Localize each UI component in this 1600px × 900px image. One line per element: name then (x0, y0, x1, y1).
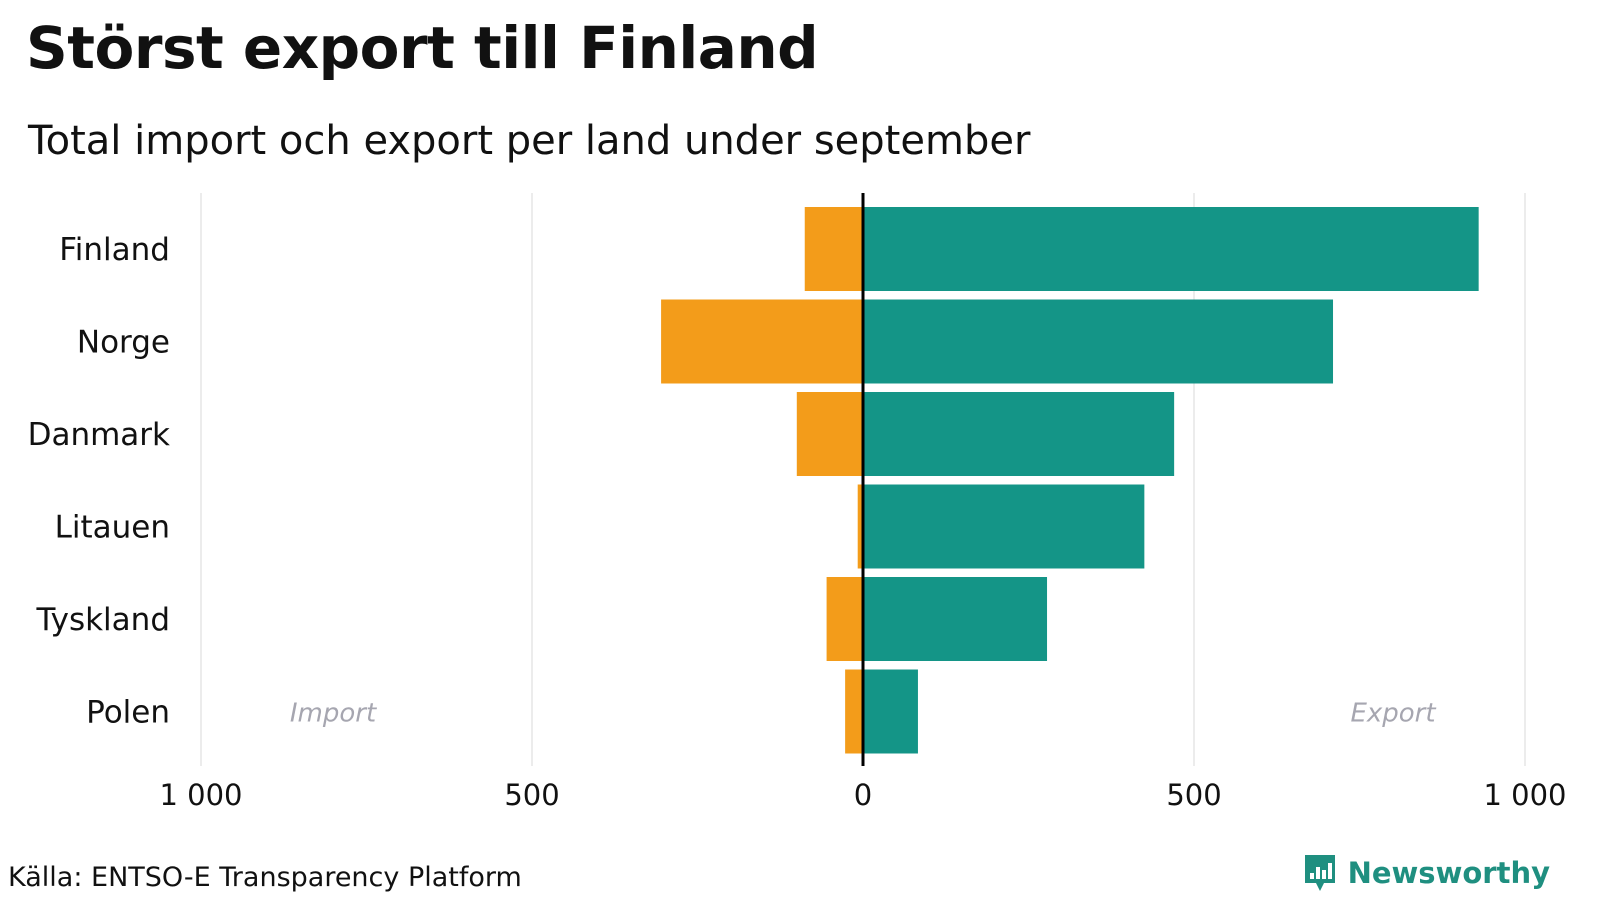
category-label: Litauen (55, 510, 170, 546)
import-bar (796, 392, 863, 476)
export-bar (863, 207, 1479, 291)
export-bar (863, 484, 1145, 569)
import-bar (857, 484, 863, 569)
import-annotation: Import (290, 699, 377, 729)
source-note: Källa: ENTSO-E Transparency Platform (8, 862, 522, 893)
x-tick-label: 500 (504, 778, 559, 812)
import-bar (804, 207, 863, 291)
import-bar (661, 299, 863, 384)
x-tick-label: 0 (854, 778, 872, 812)
export-bar (863, 577, 1048, 661)
category-label: Finland (59, 232, 170, 268)
export-annotation: Export (1350, 699, 1436, 729)
export-bar (863, 299, 1334, 384)
category-label: Norge (77, 325, 170, 361)
chart-subtitle: Total import och export per land under s… (28, 118, 1031, 164)
diverging-bar-chart: Finland Norge Danmark Litauen Tyskland Polen 1… (28, 193, 1567, 812)
chart-title: Störst export till Finland (26, 14, 819, 82)
import-bar (845, 669, 863, 754)
category-label: Tyskland (36, 602, 171, 638)
x-tick-label: 1 000 (1483, 778, 1566, 812)
x-tick-label: 1 000 (159, 778, 242, 812)
x-tick-label: 500 (1166, 778, 1221, 812)
category-label: Polen (86, 695, 170, 731)
category-label: Danmark (28, 417, 170, 453)
export-bar (863, 392, 1175, 476)
brand-logo: Newsworthy (1302, 852, 1550, 894)
export-bar (863, 669, 918, 754)
brand-name: Newsworthy (1347, 856, 1550, 890)
newsworthy-logo-icon (1304, 855, 1335, 891)
import-bar (826, 577, 863, 661)
